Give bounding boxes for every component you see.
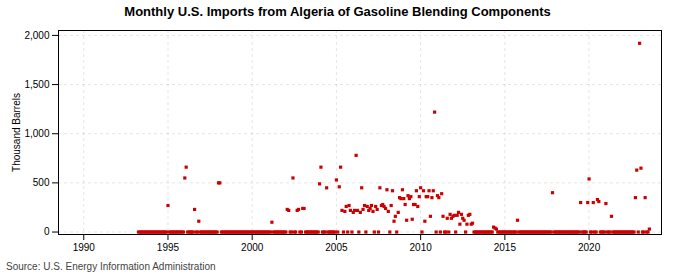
svg-text:2010: 2010 <box>410 242 433 253</box>
svg-text:2000: 2000 <box>241 242 264 253</box>
svg-text:2,000: 2,000 <box>24 30 49 41</box>
svg-text:1,500: 1,500 <box>24 79 49 90</box>
svg-text:1,000: 1,000 <box>24 128 49 139</box>
html-text:Monthly U.S. Imports from Alge: Monthly U.S. Imports from Algeria of Gas… <box>124 4 551 19</box>
svg-text:1995: 1995 <box>157 242 180 253</box>
svg-text:Thousand Barrels: Thousand Barrels <box>11 93 22 172</box>
svg-text:2020: 2020 <box>578 242 601 253</box>
svg-text:500: 500 <box>33 177 50 188</box>
svg-text:0: 0 <box>44 226 50 237</box>
svg-text:1990: 1990 <box>73 242 96 253</box>
svg-text:2005: 2005 <box>325 242 348 253</box>
svg-text:2015: 2015 <box>494 242 517 253</box>
html-text:Source: U.S. Energy Informatio: Source: U.S. Energy Information Administ… <box>6 261 216 272</box>
